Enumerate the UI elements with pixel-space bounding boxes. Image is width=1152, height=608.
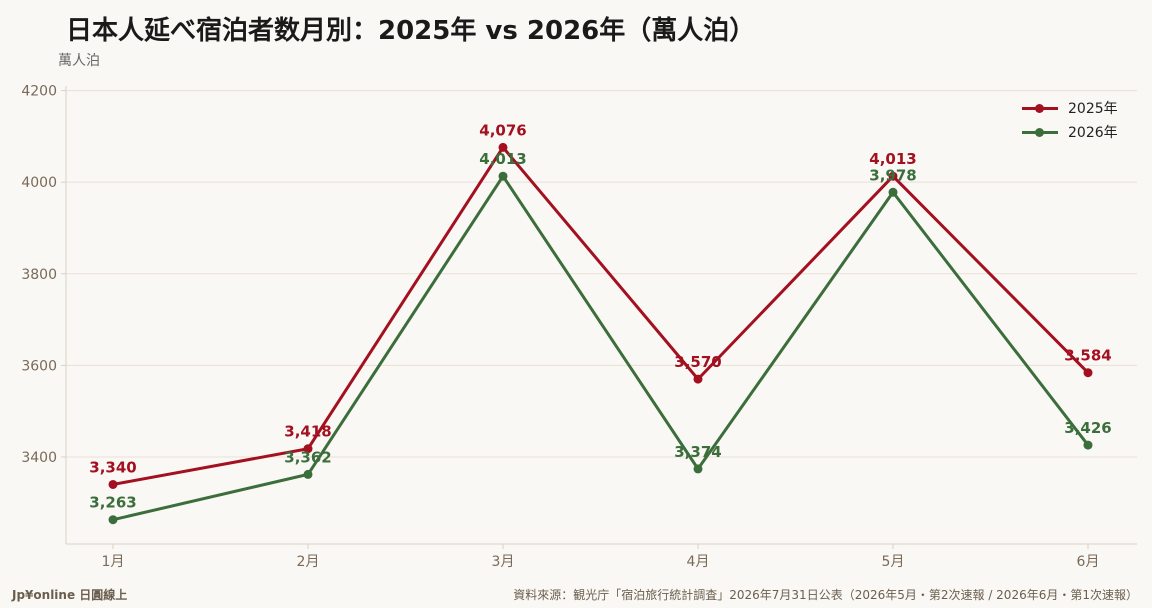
legend: 2025年 2026年 xyxy=(1022,96,1118,144)
legend-item-2025: 2025年 xyxy=(1022,96,1118,120)
data-point-0-0 xyxy=(108,479,118,489)
y-tick-label-3600: 3600 xyxy=(21,358,57,374)
legend-label-2026: 2026年 xyxy=(1068,125,1118,141)
legend-item-2026: 2026年 xyxy=(1022,120,1118,144)
brand-logo-text: Jp¥online 日圓線上 xyxy=(12,588,128,602)
legend-swatch-2025 xyxy=(1022,101,1058,115)
axes: 3400 3600 3800 4000 4200 1月 2月 3月 4月 5月 6月 xyxy=(21,84,1137,570)
data-point-0-2 xyxy=(498,142,508,152)
chart-title: 日本人延べ宿泊者数月別：2025年 vs 2026年（萬人泊） xyxy=(66,16,756,46)
legend-label-2025: 2025年 xyxy=(1068,101,1118,117)
x-tick-label-5: 5月 xyxy=(882,554,905,570)
data-label-1-5: 3,426 xyxy=(1064,419,1111,437)
y-tick-label-4000: 4000 xyxy=(21,175,57,191)
series-line-1 xyxy=(111,174,1090,522)
grid-lines xyxy=(66,90,1137,458)
data-label-1-1: 3,362 xyxy=(284,448,331,466)
data-label-0-3: 3,570 xyxy=(674,353,721,371)
x-tick-label-1: 1月 xyxy=(102,554,125,570)
data-point-0-5 xyxy=(1083,368,1093,378)
data-label-0-1: 3,418 xyxy=(284,423,331,441)
data-label-0-5: 3,584 xyxy=(1064,347,1111,365)
data-label-1-0: 3,263 xyxy=(89,494,136,512)
x-tick-label-4: 4月 xyxy=(687,554,710,570)
source-note: 資料來源：観光庁「宿泊旅行統計調査」2026年7月31日公表（2026年5月・第… xyxy=(513,588,1138,602)
y-tick-label-3400: 3400 xyxy=(21,450,57,466)
data-label-0-2: 4,076 xyxy=(479,121,526,139)
series-lines xyxy=(108,142,1093,525)
data-label-1-2: 4,013 xyxy=(479,150,526,168)
x-tick-label-3: 3月 xyxy=(492,554,515,570)
x-tick-label-2: 2月 xyxy=(297,554,320,570)
y-tick-label-3800: 3800 xyxy=(21,267,57,283)
y-tick-label-4200: 4200 xyxy=(21,84,57,100)
data-label-1-3: 3,374 xyxy=(674,443,721,461)
data-point-0-3 xyxy=(693,374,703,384)
data-point-0-1 xyxy=(303,444,313,454)
data-point-1-3 xyxy=(693,464,703,474)
data-point-1-1 xyxy=(303,469,313,479)
data-point-1-5 xyxy=(1083,440,1093,450)
data-point-1-2 xyxy=(498,171,508,181)
data-point-1-4 xyxy=(888,187,898,197)
data-labels: 3,340 3,418 4,076 3,570 4,013 3,584 3,263 3,362… xyxy=(89,121,1111,511)
data-point-1-0 xyxy=(108,515,118,525)
data-label-0-0: 3,340 xyxy=(89,458,136,476)
legend-swatch-2026 xyxy=(1022,125,1058,139)
data-label-1-4: 3,978 xyxy=(869,166,916,184)
data-point-0-4 xyxy=(888,171,898,181)
data-label-0-4: 4,013 xyxy=(869,150,916,168)
x-tick-label-6: 6月 xyxy=(1077,554,1100,570)
series-line-0 xyxy=(111,145,1090,486)
y-axis-unit: 萬人泊 xyxy=(58,53,100,69)
